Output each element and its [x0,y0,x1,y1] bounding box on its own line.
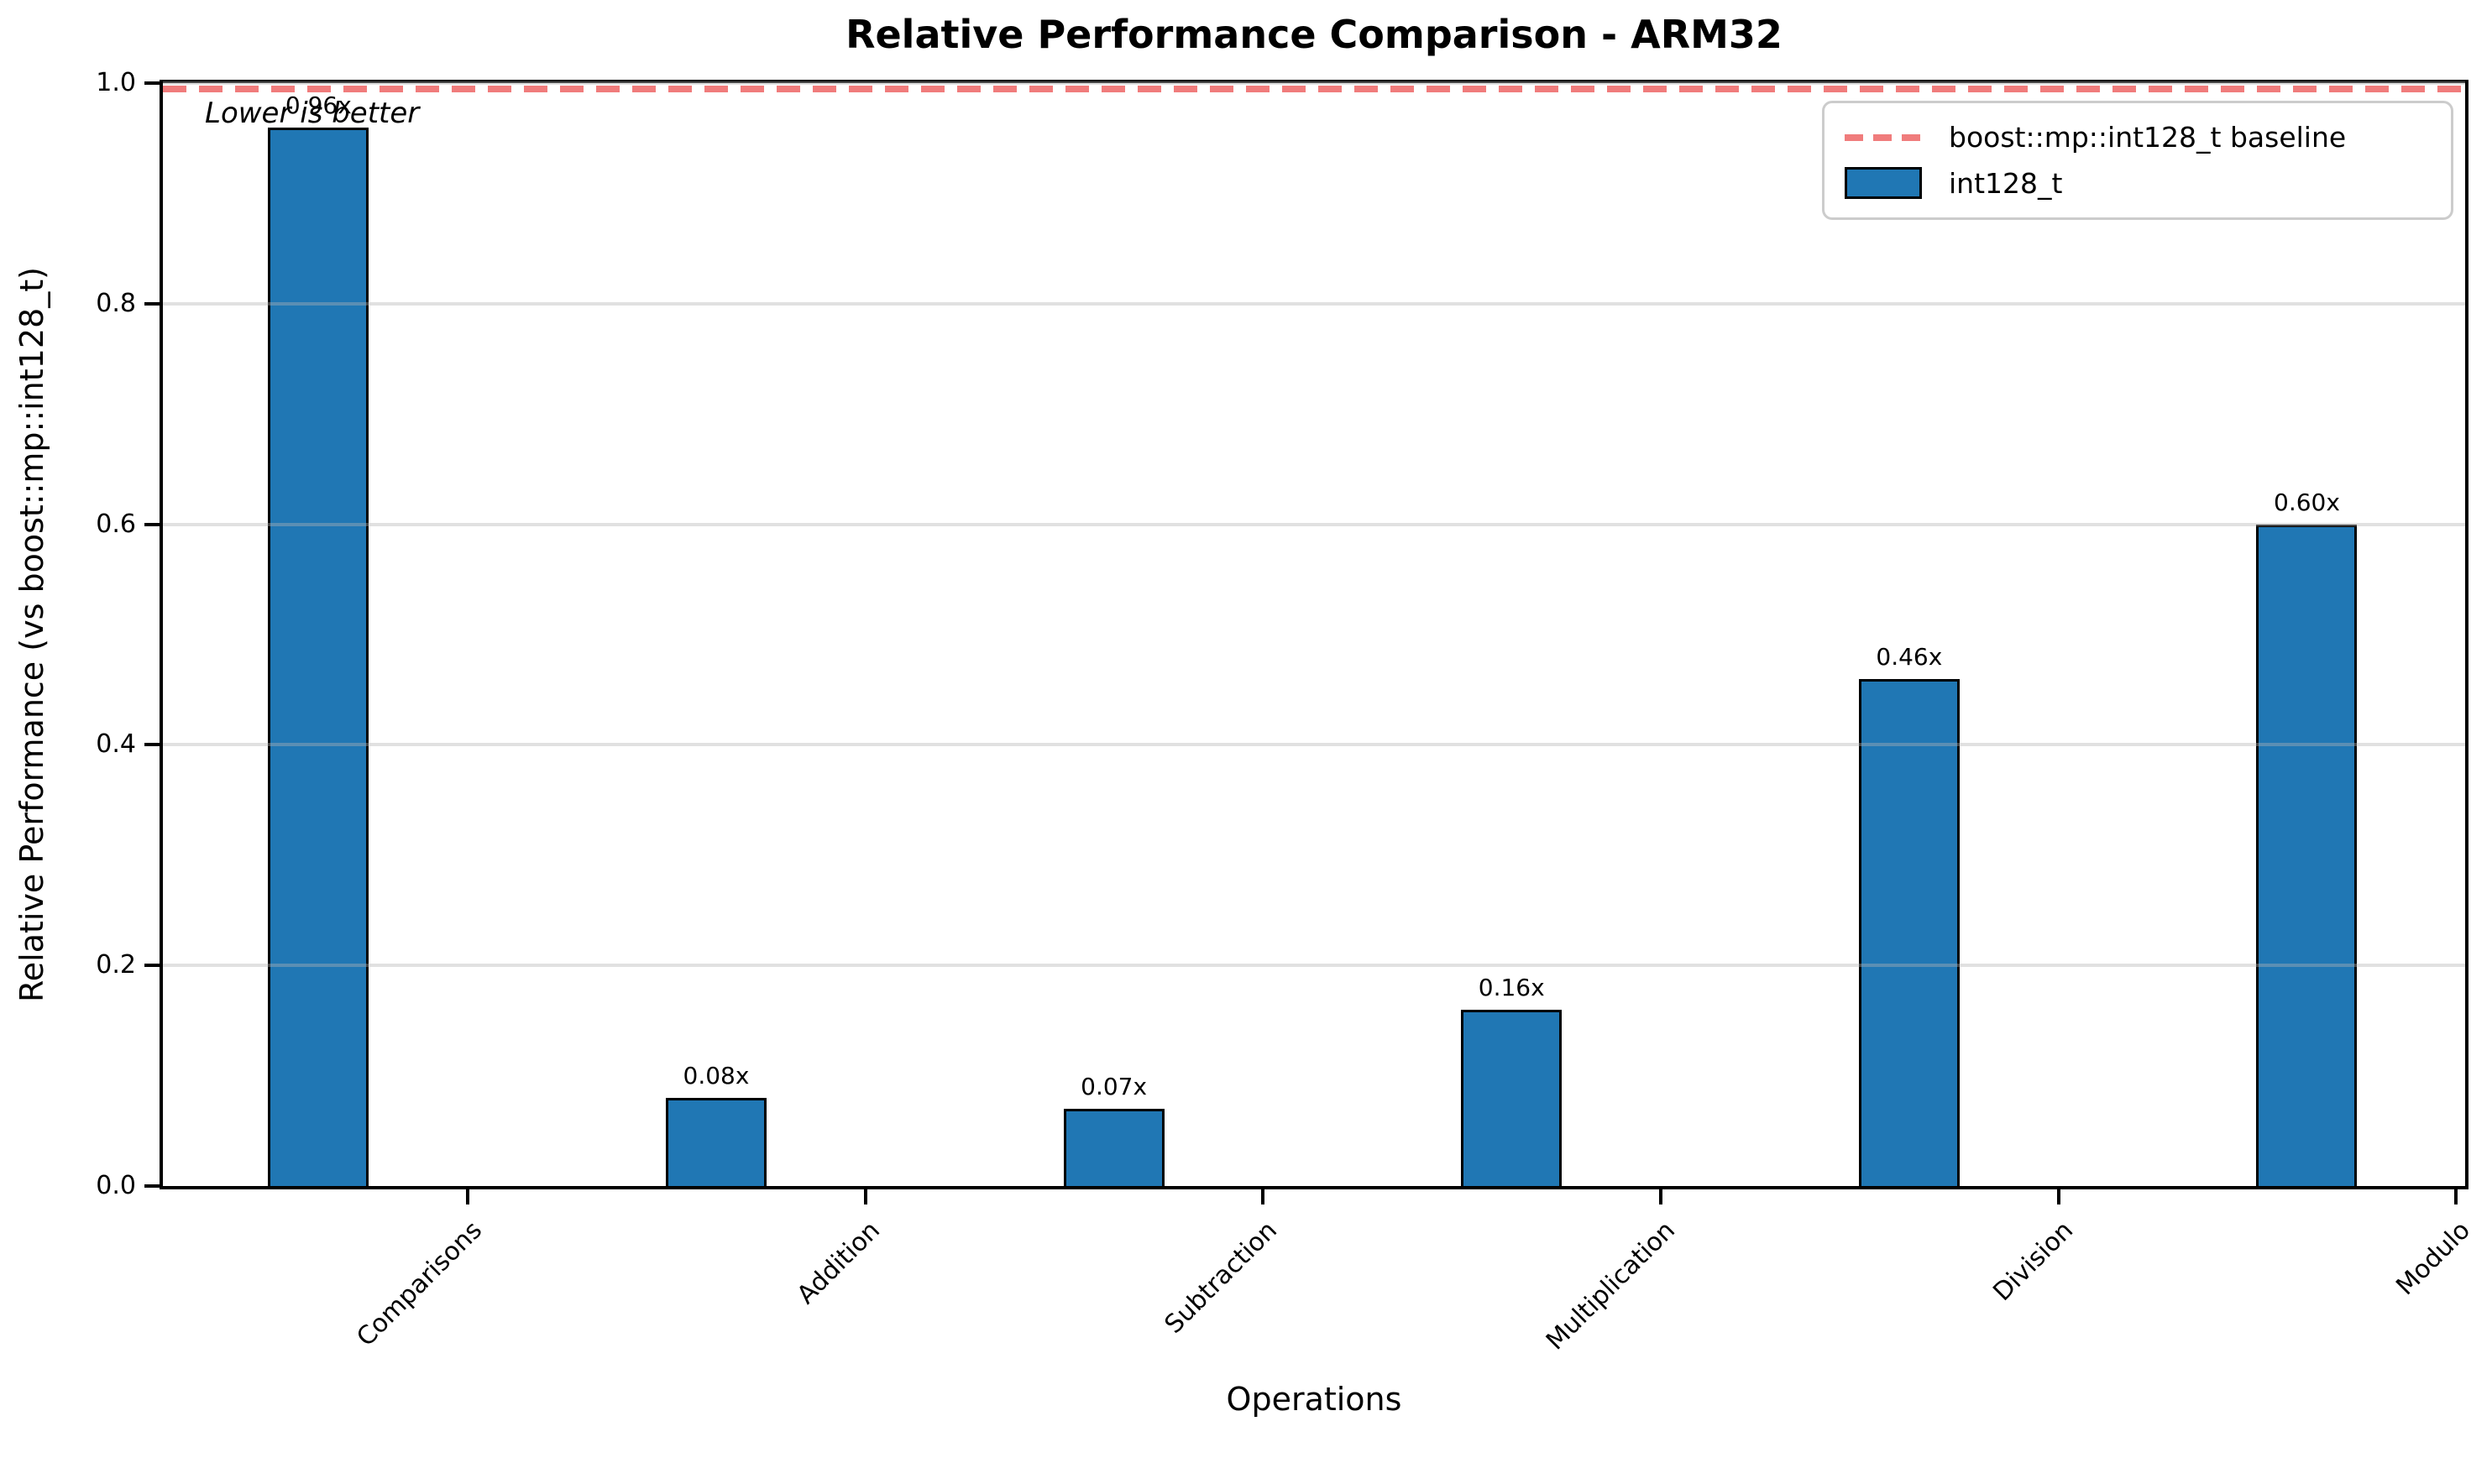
y-tick-mark [144,743,160,747]
x-tick-label-division: Division [1987,1215,2079,1308]
y-tick-label: 0.8 [96,288,136,318]
bar-subtraction [1063,1109,1165,1186]
annotation-lower-is-better: Lower is better [205,97,420,130]
bar-multiplication [1461,1009,1563,1186]
bar-value-label: 0.60x [2274,488,2340,516]
legend-label: int128_t [1949,166,2063,200]
y-tick-label: 0.2 [96,950,136,980]
bar-value-label: 0.16x [1478,973,1545,1001]
y-tick-mark [144,1184,160,1188]
x-tick-label-addition: Addition [791,1215,886,1310]
x-tick-mark [2454,1189,2458,1204]
y-tick-label: 0.6 [96,509,136,539]
gridline-y-1 [163,81,2465,85]
x-tick-mark [863,1189,867,1204]
x-axis-label: Operations [1226,1381,1402,1418]
y-tick-mark [144,81,160,85]
bar-value-label: 0.96x [285,91,352,119]
y-tick-mark [144,522,160,526]
x-tick-label-multiplication: Multiplication [1540,1215,1681,1356]
x-tick-label-comparisons: Comparisons [351,1215,489,1353]
legend-entry-baseline: boost::mp::int128_t baseline [1845,121,2431,154]
y-tick-label: 1.0 [96,68,136,97]
legend-patch-sample [1845,167,1922,200]
x-tick-mark [2056,1189,2060,1204]
gridline-y-0.2 [163,964,2465,968]
bar-modulo [2256,524,2358,1186]
gridline-y-0.4 [163,743,2465,747]
baseline-dashed-line [163,86,2465,92]
bar-value-label: 0.46x [1876,642,1943,671]
bar-value-label: 0.08x [683,1061,750,1089]
legend-label: boost::mp::int128_t baseline [1949,121,2347,154]
y-tick-label: 0.4 [96,729,136,760]
bar-comparisons [268,127,369,1186]
legend-dashed-line-sample [1845,133,1922,141]
x-tick-mark [1658,1189,1662,1204]
x-tick-label-subtraction: Subtraction [1159,1215,1284,1340]
bar-value-label: 0.07x [1081,1073,1148,1101]
legend: boost::mp::int128_t baseline int128_t [1822,101,2453,220]
y-tick-label: 0.0 [96,1171,136,1200]
x-tick-mark [466,1189,470,1204]
legend-entry-int128: int128_t [1845,167,2431,200]
x-tick-mark [1261,1189,1265,1204]
x-tick-label-modulo: Modulo [2390,1215,2477,1302]
bar-addition [665,1097,767,1186]
y-tick-mark [144,301,160,306]
bar-division [1858,678,1960,1186]
chart-title: Relative Performance Comparison - ARM32 [846,12,1783,57]
y-axis-label: Relative Performance (vs boost::mp::int1… [13,267,50,1002]
gridline-y-0.8 [163,301,2465,306]
y-tick-mark [144,964,160,968]
plot-area: 0.96x 0.08x 0.07x 0.16x 0.46x 0.60x Lower is … [160,80,2468,1189]
gridline-y-0.6 [163,522,2465,526]
